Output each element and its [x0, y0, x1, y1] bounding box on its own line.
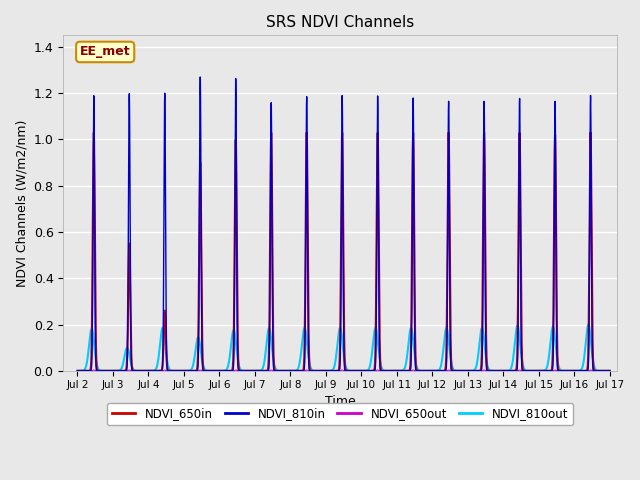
- X-axis label: Time: Time: [324, 396, 355, 408]
- Title: SRS NDVI Channels: SRS NDVI Channels: [266, 15, 414, 30]
- Legend: NDVI_650in, NDVI_810in, NDVI_650out, NDVI_810out: NDVI_650in, NDVI_810in, NDVI_650out, NDV…: [107, 403, 573, 425]
- Y-axis label: NDVI Channels (W/m2/nm): NDVI Channels (W/m2/nm): [15, 120, 28, 287]
- Text: EE_met: EE_met: [80, 46, 131, 59]
